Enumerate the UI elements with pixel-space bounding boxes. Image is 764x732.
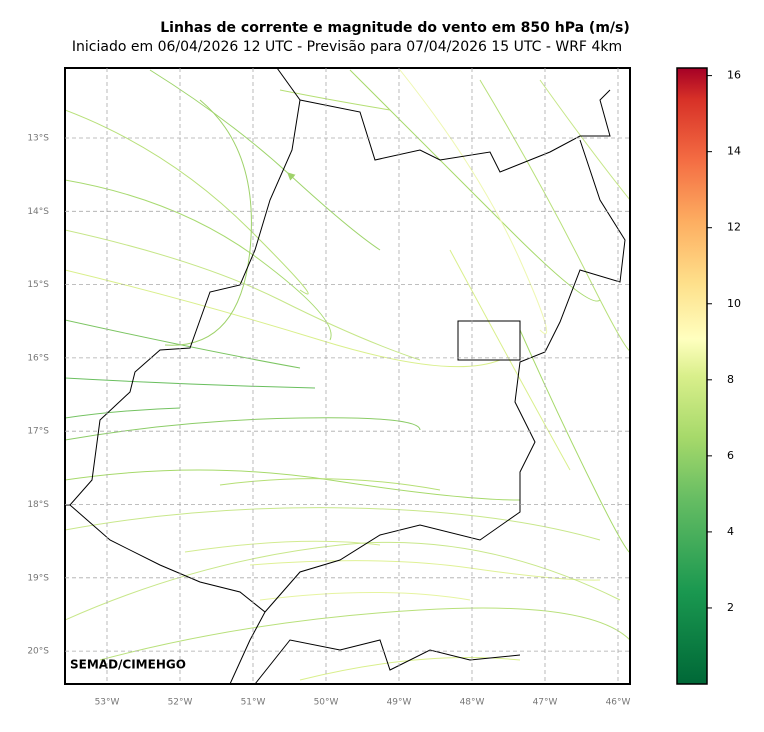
colorbar-tick-label: 6 [727,449,734,462]
colorbar-tick-label: 8 [727,373,734,386]
colorbar-tick-label: 2 [727,601,734,614]
lat-label: 18°S [27,500,49,510]
lon-label: 50°W [314,698,339,708]
lat-label: 14°S [27,207,49,217]
map-frame [64,67,631,685]
colorbar [676,67,708,685]
colorbar-tick-label: 10 [727,297,741,310]
lat-label: 19°S [27,573,49,583]
lat-label: 16°S [27,353,49,363]
lon-label: 53°W [95,698,120,708]
credit: SEMAD/CIMEHGO [70,658,186,672]
lat-label: 15°S [27,280,49,290]
lon-label: 47°W [533,698,558,708]
colorbar-tick-label: 14 [727,145,741,158]
colorbar-tick-label: 4 [727,525,734,538]
lon-label: 51°W [241,698,266,708]
colorbar-tick-label: 16 [727,69,741,82]
streamlines [65,69,630,681]
lon-label: 48°W [460,698,485,708]
lat-label: 17°S [27,427,49,437]
lat-label: 13°S [27,134,49,144]
lon-label: 52°W [168,698,193,708]
state-borders [65,68,626,684]
colorbar-tick-label: 12 [727,221,741,234]
lon-label: 46°W [606,698,631,708]
lat-label: 20°S [27,647,49,657]
lon-label: 49°W [387,698,412,708]
title: Linhas de corrente e magnitude do vento … [160,20,630,36]
subtitle: Iniciado em 06/04/2026 12 UTC - Previsão… [72,39,622,55]
